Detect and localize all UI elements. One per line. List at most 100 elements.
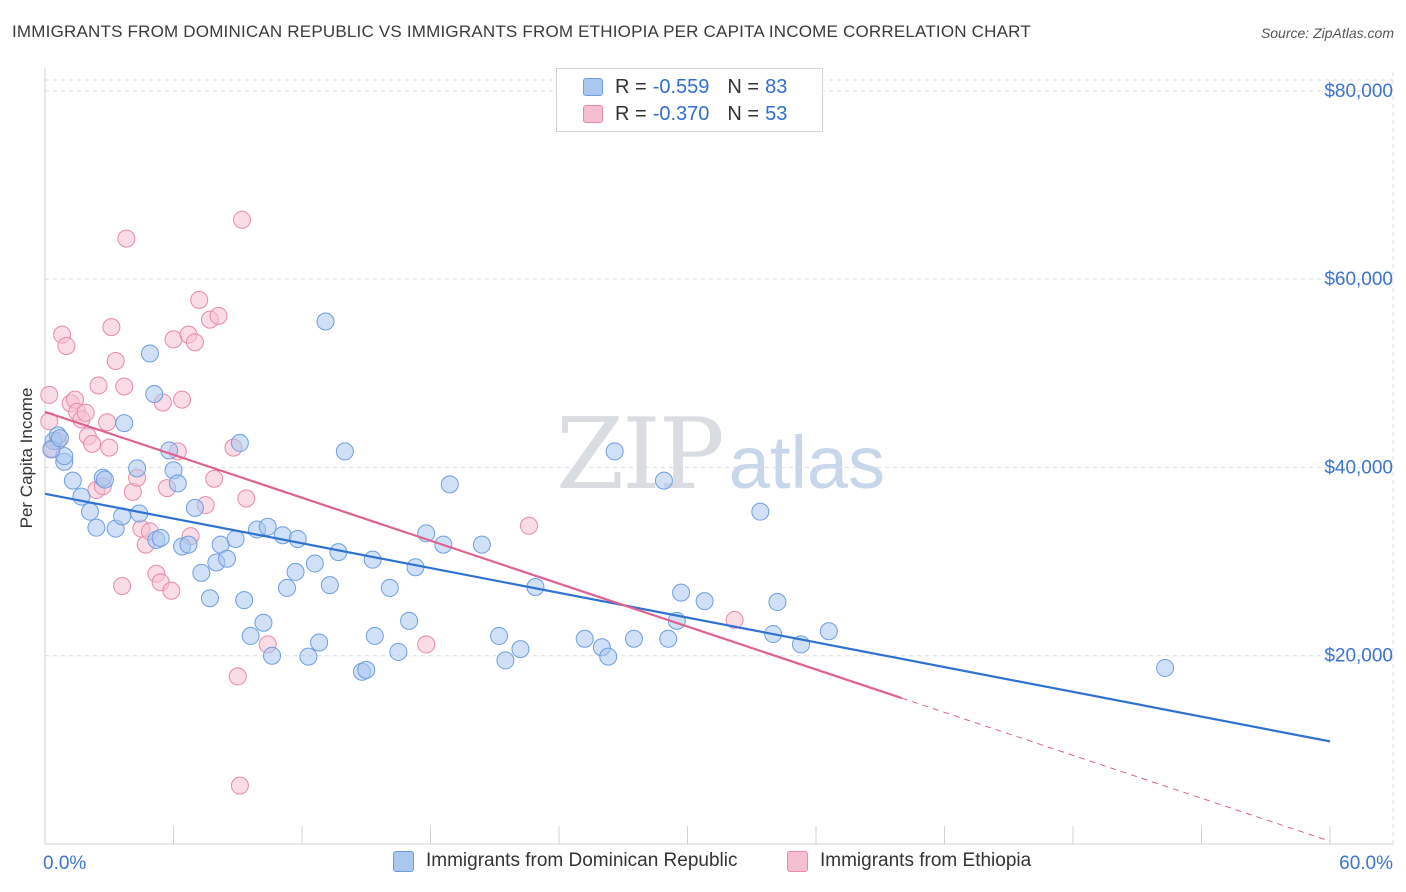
legend-swatch-pink	[583, 105, 603, 123]
ethiopia-trend-line	[44, 410, 903, 700]
ethiopia-point	[162, 581, 181, 600]
dominican-point	[768, 593, 787, 612]
dominican-point	[654, 471, 673, 490]
dominican-point	[389, 642, 408, 661]
ethiopia-point	[190, 290, 209, 309]
dominican-trend-line	[44, 492, 1331, 743]
dominican-point	[80, 502, 99, 521]
correlation-legend: R = -0.559 N = 83 R = -0.370 N = 53	[556, 68, 823, 132]
ethiopia-point	[520, 516, 539, 535]
chart-title: IMMIGRANTS FROM DOMINICAN REPUBLIC VS IM…	[12, 22, 1031, 41]
ethiopia-point	[100, 438, 119, 457]
dominican-point	[288, 529, 307, 548]
legend-swatch-pink	[787, 850, 808, 872]
axes	[44, 68, 1393, 845]
dominican-point	[63, 471, 82, 490]
y-tick-label: $80,000	[1324, 81, 1393, 102]
dominican-point	[200, 589, 219, 608]
x-tick-label: 60.0%	[1339, 853, 1393, 874]
y-tick-label: $20,000	[1324, 646, 1393, 667]
dominican-point	[230, 433, 249, 452]
ethiopia-point	[98, 413, 117, 432]
dominican-point	[496, 651, 515, 670]
legend-label-ethiopia: Immigrants from Ethiopia	[820, 850, 1032, 871]
source-label: Source: ZipAtlas.com	[1260, 25, 1394, 41]
ethiopia-point	[83, 434, 102, 453]
dominican-point	[95, 470, 114, 489]
legend-row-ethiopia: R = -0.370 N = 53	[583, 101, 787, 127]
legend-n-value: 53	[765, 102, 788, 125]
ethiopia-point	[209, 306, 228, 325]
legend-swatch-blue	[393, 850, 414, 872]
dominican-point	[50, 429, 69, 448]
dominican-point	[254, 613, 273, 632]
dominican-point	[320, 576, 339, 595]
dominican-point	[226, 529, 245, 548]
ethiopia-point	[230, 776, 249, 795]
trend-lines	[44, 410, 1331, 842]
ethiopia-point	[205, 469, 224, 488]
dominican-point	[672, 583, 691, 602]
dominican-point	[115, 414, 134, 433]
dominican-point	[440, 475, 459, 494]
dominican-point	[511, 640, 530, 659]
dominican-point	[241, 626, 260, 645]
dominican-point	[363, 550, 382, 569]
axis-labels: $20,000 $40,000 $60,000 $80,000 0.0% 60.0% Per…	[17, 81, 1393, 874]
dominican-point	[472, 535, 491, 554]
ethiopia-point	[417, 635, 436, 654]
dominican-point	[278, 578, 297, 597]
legend-n-label: N =	[727, 75, 760, 98]
dominican-point	[179, 535, 198, 554]
ethiopia-point	[40, 385, 59, 404]
dominican-point	[140, 344, 159, 363]
legend-r-value: -0.559	[652, 75, 710, 98]
ethiopia-point	[102, 318, 121, 337]
dominican-point	[263, 646, 282, 665]
dominican-point	[299, 647, 318, 666]
dominican-point	[151, 529, 170, 548]
series-ethiopia-points	[40, 210, 744, 795]
series-dominican-points	[42, 312, 1175, 681]
grid	[45, 72, 1394, 844]
dominican-point	[490, 626, 509, 645]
legend-r-value: -0.370	[652, 102, 710, 125]
legend-n-label: N =	[727, 102, 760, 125]
ethiopia-point	[185, 333, 204, 352]
dominican-point	[1156, 658, 1175, 677]
ethiopia-point	[115, 377, 134, 396]
bottom-legend-ethiopia[interactable]: Immigrants from Ethiopia	[787, 850, 1031, 872]
ethiopia-trend-extension	[901, 697, 1331, 842]
ethiopia-point	[173, 390, 192, 409]
dominican-point	[258, 517, 277, 536]
dominican-point	[218, 549, 237, 568]
dominican-point	[357, 660, 376, 679]
dominican-point	[235, 591, 254, 610]
legend-n-value: 83	[765, 75, 788, 98]
bottom-legend-dominican[interactable]: Immigrants from Dominican Republic	[393, 850, 738, 872]
dominican-point	[87, 518, 106, 537]
dominican-point	[605, 442, 624, 461]
ethiopia-point	[113, 577, 132, 596]
legend-r-label: R =	[615, 102, 647, 125]
legend-r-label: R =	[615, 75, 647, 98]
ethiopia-point	[89, 376, 108, 395]
dominican-point	[819, 622, 838, 641]
dominican-point	[380, 578, 399, 597]
dominican-point	[695, 592, 714, 611]
dominican-point	[128, 459, 147, 478]
dominican-point	[575, 629, 594, 648]
dominican-point	[599, 647, 618, 666]
dominican-point	[400, 611, 419, 630]
dominican-point	[335, 442, 354, 461]
dominican-point	[305, 554, 324, 573]
ethiopia-point	[106, 352, 125, 371]
ethiopia-point	[228, 667, 247, 686]
ethiopia-point	[76, 403, 95, 422]
ethiopia-point	[164, 330, 183, 349]
legend-label-dominican: Immigrants from Dominican Republic	[426, 850, 738, 871]
y-tick-label: $60,000	[1324, 269, 1393, 290]
dominican-point	[185, 498, 204, 517]
dominican-point	[168, 474, 187, 493]
